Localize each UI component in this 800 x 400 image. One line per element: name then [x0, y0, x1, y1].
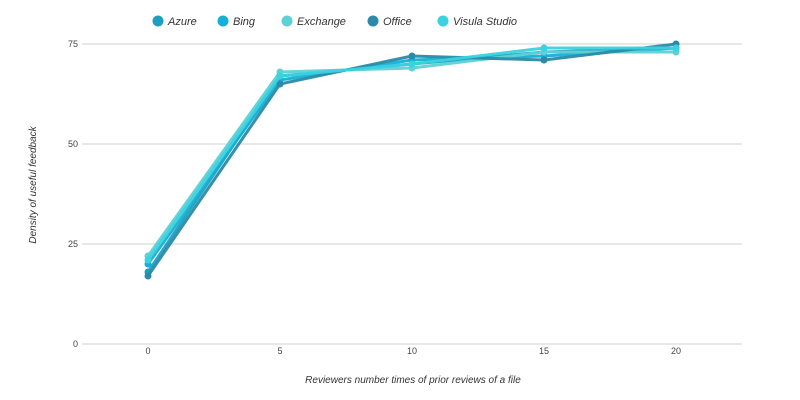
data-point: [276, 72, 284, 80]
legend-item: Azure: [152, 15, 197, 28]
legend-item: Office: [367, 15, 412, 28]
gridlines: [82, 43, 742, 345]
legend-marker: [281, 15, 293, 27]
y-tick-label: 0: [73, 339, 78, 349]
data-point: [540, 56, 548, 64]
data-point: [408, 60, 416, 68]
x-axis-ticks: 0 5 10 15 20: [145, 346, 681, 356]
series-bing: [144, 44, 680, 268]
y-axis-ticks: 0 25 50 75: [68, 39, 78, 349]
x-tick-label: 10: [407, 346, 417, 356]
legend-item: Exchange: [281, 15, 346, 28]
x-tick-label: 0: [145, 346, 150, 356]
legend-marker: [367, 15, 379, 27]
y-tick-label: 25: [68, 239, 78, 249]
x-tick-label: 5: [277, 346, 282, 356]
legend-label: Bing: [233, 16, 256, 28]
data-point: [144, 272, 152, 280]
y-tick-label: 75: [68, 39, 78, 49]
data-point: [672, 44, 680, 52]
series-line: [146, 42, 678, 278]
series-azure: [144, 44, 680, 276]
y-tick-label: 50: [68, 139, 78, 149]
series-lines: [144, 40, 680, 280]
x-tick-label: 15: [539, 346, 549, 356]
data-point: [408, 52, 416, 60]
legend: Azure Bing Exchange Office Visula Studio: [152, 15, 517, 28]
legend-marker: [437, 15, 449, 27]
series-visula-studio: [144, 44, 680, 264]
legend-marker: [217, 15, 229, 27]
x-axis-title: Reviewers number times of prior reviews …: [305, 375, 521, 386]
data-point: [144, 256, 152, 264]
data-point: [276, 80, 284, 88]
y-axis-title: Density of useful feedback: [28, 125, 39, 243]
legend-label: Visula Studio: [453, 16, 517, 28]
legend-marker: [152, 15, 164, 27]
legend-item: Visula Studio: [437, 15, 517, 28]
data-point: [540, 44, 548, 52]
legend-label: Exchange: [297, 16, 346, 28]
legend-label: Office: [383, 16, 412, 28]
series-line: [146, 46, 678, 266]
legend-label: Azure: [167, 16, 197, 28]
legend-item: Bing: [217, 15, 256, 28]
x-tick-label: 20: [671, 346, 681, 356]
